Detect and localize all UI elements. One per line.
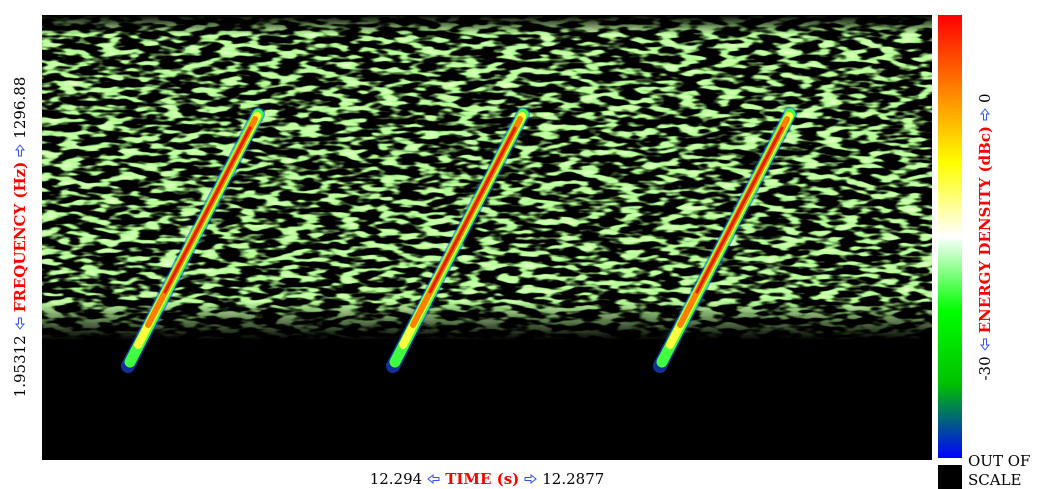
y-axis-label: 1.95312 FREQUENCY (Hz) 1296.88 (10, 17, 30, 457)
out-of-scale-swatch (938, 465, 962, 489)
arrow (980, 338, 990, 352)
y-title: FREQUENCY (Hz) (11, 161, 29, 313)
x-title: TIME (s) (445, 470, 520, 488)
chirp (653, 107, 797, 373)
out-of-scale-label: OUT OF SCALE (968, 452, 1031, 489)
colorbar-max: 0 (976, 93, 994, 104)
colorbar-label: -30 ENERGY DENSITY (dBc) 0 (975, 17, 995, 457)
arrow (15, 317, 25, 331)
colorbar (938, 15, 962, 458)
arrow (15, 143, 25, 157)
y-max: 1296.88 (11, 76, 29, 139)
arrow (980, 108, 990, 121)
colorbar-title: ENERGY DENSITY (dBc) (976, 126, 994, 334)
x-axis-label: 12.294 TIME (s) 12.2877 (242, 469, 732, 489)
y-min: 1.95312 (11, 335, 29, 398)
x-min: 12.294 (369, 470, 423, 488)
colorbar-min: -30 (976, 356, 994, 381)
x-max: 12.2877 (542, 470, 605, 488)
chirp (121, 107, 265, 373)
arrow (427, 474, 440, 484)
chirp (386, 107, 530, 373)
chirps (121, 107, 797, 373)
arrow (524, 474, 538, 484)
